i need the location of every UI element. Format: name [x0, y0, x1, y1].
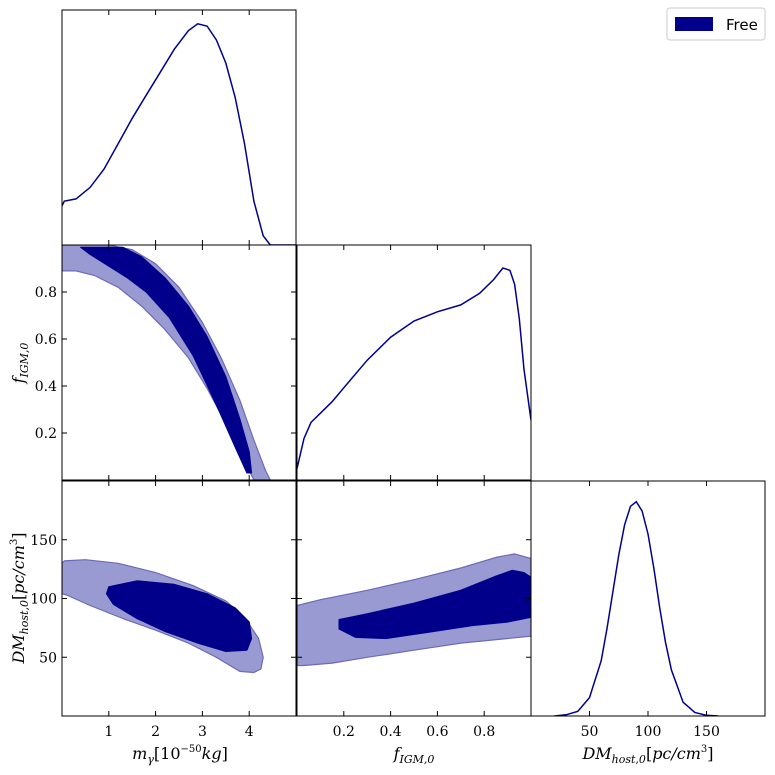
legend-swatch — [675, 17, 713, 31]
panel-f-igm-vs-m-gamma-ytick-label: 0.8 — [35, 285, 57, 301]
panel-dm-host-vs-m-gamma-xtick-label: 4 — [245, 724, 254, 740]
panel-dm-host-vs-m-gamma-xtick-label: 1 — [104, 724, 113, 740]
legend: Free — [666, 7, 766, 41]
panel-dm-host-marginal-frame — [530, 480, 766, 717]
panel-dm-host-marginal: 50 100 150 — [530, 480, 766, 740]
panel-dm-host-vs-f-igm-xtick-label: 0.8 — [473, 724, 495, 740]
panel-dm-host-vs-m-gamma-ytick-label: 100 — [30, 592, 57, 608]
panel-dm-host-vs-f-igm-xtick-label: 0.6 — [426, 724, 448, 740]
panel-dm-host-vs-f-igm: 0.2 0.4 0.6 0.8 — [296, 480, 532, 740]
y-axis-label-f-igm: fIGM,0 — [9, 343, 31, 385]
x-axis-label-m-gamma: mγ[10−50kg] — [132, 744, 228, 766]
panel-dm-host-marginal-xtick-label: 50 — [581, 724, 599, 740]
panel-dm-host-vs-m-gamma-ytick-label: 50 — [39, 650, 57, 666]
legend-label: Free — [726, 16, 758, 34]
legend-frame — [666, 7, 766, 41]
panel-m-gamma-marginal-density-line — [62, 22, 296, 245]
panel-f-igm-marginal — [296, 244, 532, 481]
panel-m-gamma-marginal-frame — [61, 9, 297, 246]
panel-f-igm-vs-m-gamma-contour-inner — [80, 246, 253, 474]
y-axis-label-dm-host: DMhost,0[pc/cm3] — [9, 532, 31, 664]
x-axis-label-f-igm: fIGM,0 — [393, 744, 435, 766]
panel-m-gamma-marginal — [61, 9, 297, 246]
panel-f-igm-vs-m-gamma-frame — [61, 244, 297, 481]
panel-f-igm-vs-m-gamma-ytick-label: 0.2 — [35, 426, 57, 442]
panel-f-igm-marginal-density-line — [297, 267, 531, 469]
panel-dm-host-vs-f-igm-contour-inner — [338, 569, 531, 640]
panel-dm-host-vs-m-gamma: 1 2 3 4 50 100 150 — [30, 480, 297, 740]
panel-f-igm-vs-m-gamma-ytick-label: 0.4 — [35, 379, 57, 395]
panel-dm-host-marginal-xtick-label: 100 — [635, 724, 662, 740]
panel-dm-host-marginal-density-line — [554, 500, 719, 716]
panel-dm-host-vs-m-gamma-ytick-label: 150 — [30, 533, 57, 549]
panel-dm-host-vs-m-gamma-contour-inner — [105, 580, 253, 652]
panel-dm-host-vs-m-gamma-xtick-label: 2 — [151, 724, 160, 740]
x-axis-label-dm-host: DMhost,0[pc/cm3] — [581, 744, 713, 766]
panel-dm-host-vs-m-gamma-xtick-label: 3 — [198, 724, 207, 740]
panel-f-igm-vs-m-gamma-ytick-label: 0.6 — [35, 332, 57, 348]
panel-dm-host-marginal-xtick-label: 150 — [693, 724, 720, 740]
panel-dm-host-vs-f-igm-xtick-label: 0.2 — [333, 724, 355, 740]
panel-f-igm-marginal-frame — [296, 244, 532, 481]
panel-f-igm-vs-m-gamma: 0.2 0.4 0.6 0.8 — [35, 244, 297, 481]
panel-dm-host-vs-f-igm-xtick-label: 0.4 — [379, 724, 401, 740]
